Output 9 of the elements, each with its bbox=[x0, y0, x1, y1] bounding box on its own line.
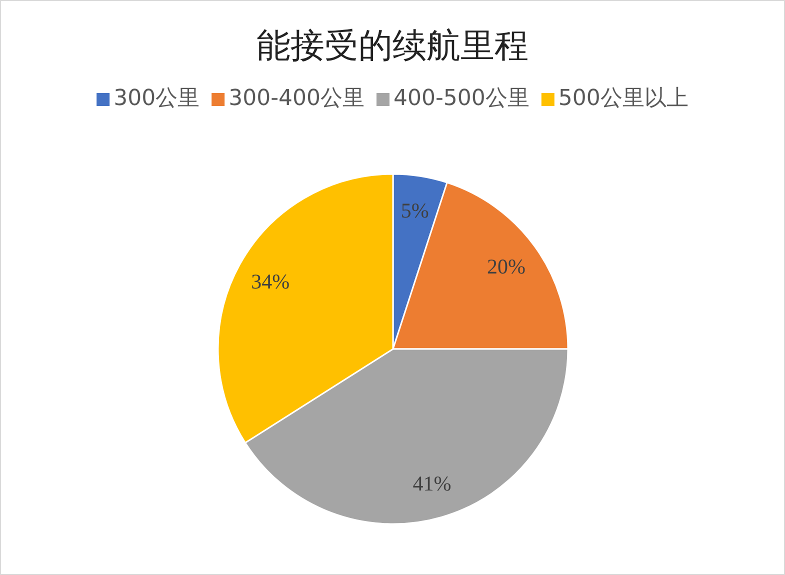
legend-label: 300公里 bbox=[114, 86, 200, 111]
legend-label: 500公里以上 bbox=[558, 86, 688, 111]
data-label: 34% bbox=[251, 270, 290, 294]
data-label: 41% bbox=[412, 471, 452, 496]
data-label: 5% bbox=[400, 198, 429, 223]
chart-title: 能接受的续航里程 bbox=[256, 26, 528, 66]
legend-label: 400-500公里 bbox=[394, 86, 530, 111]
data-label: 20% bbox=[487, 254, 526, 279]
legend-label: 300-400公里 bbox=[228, 86, 364, 111]
